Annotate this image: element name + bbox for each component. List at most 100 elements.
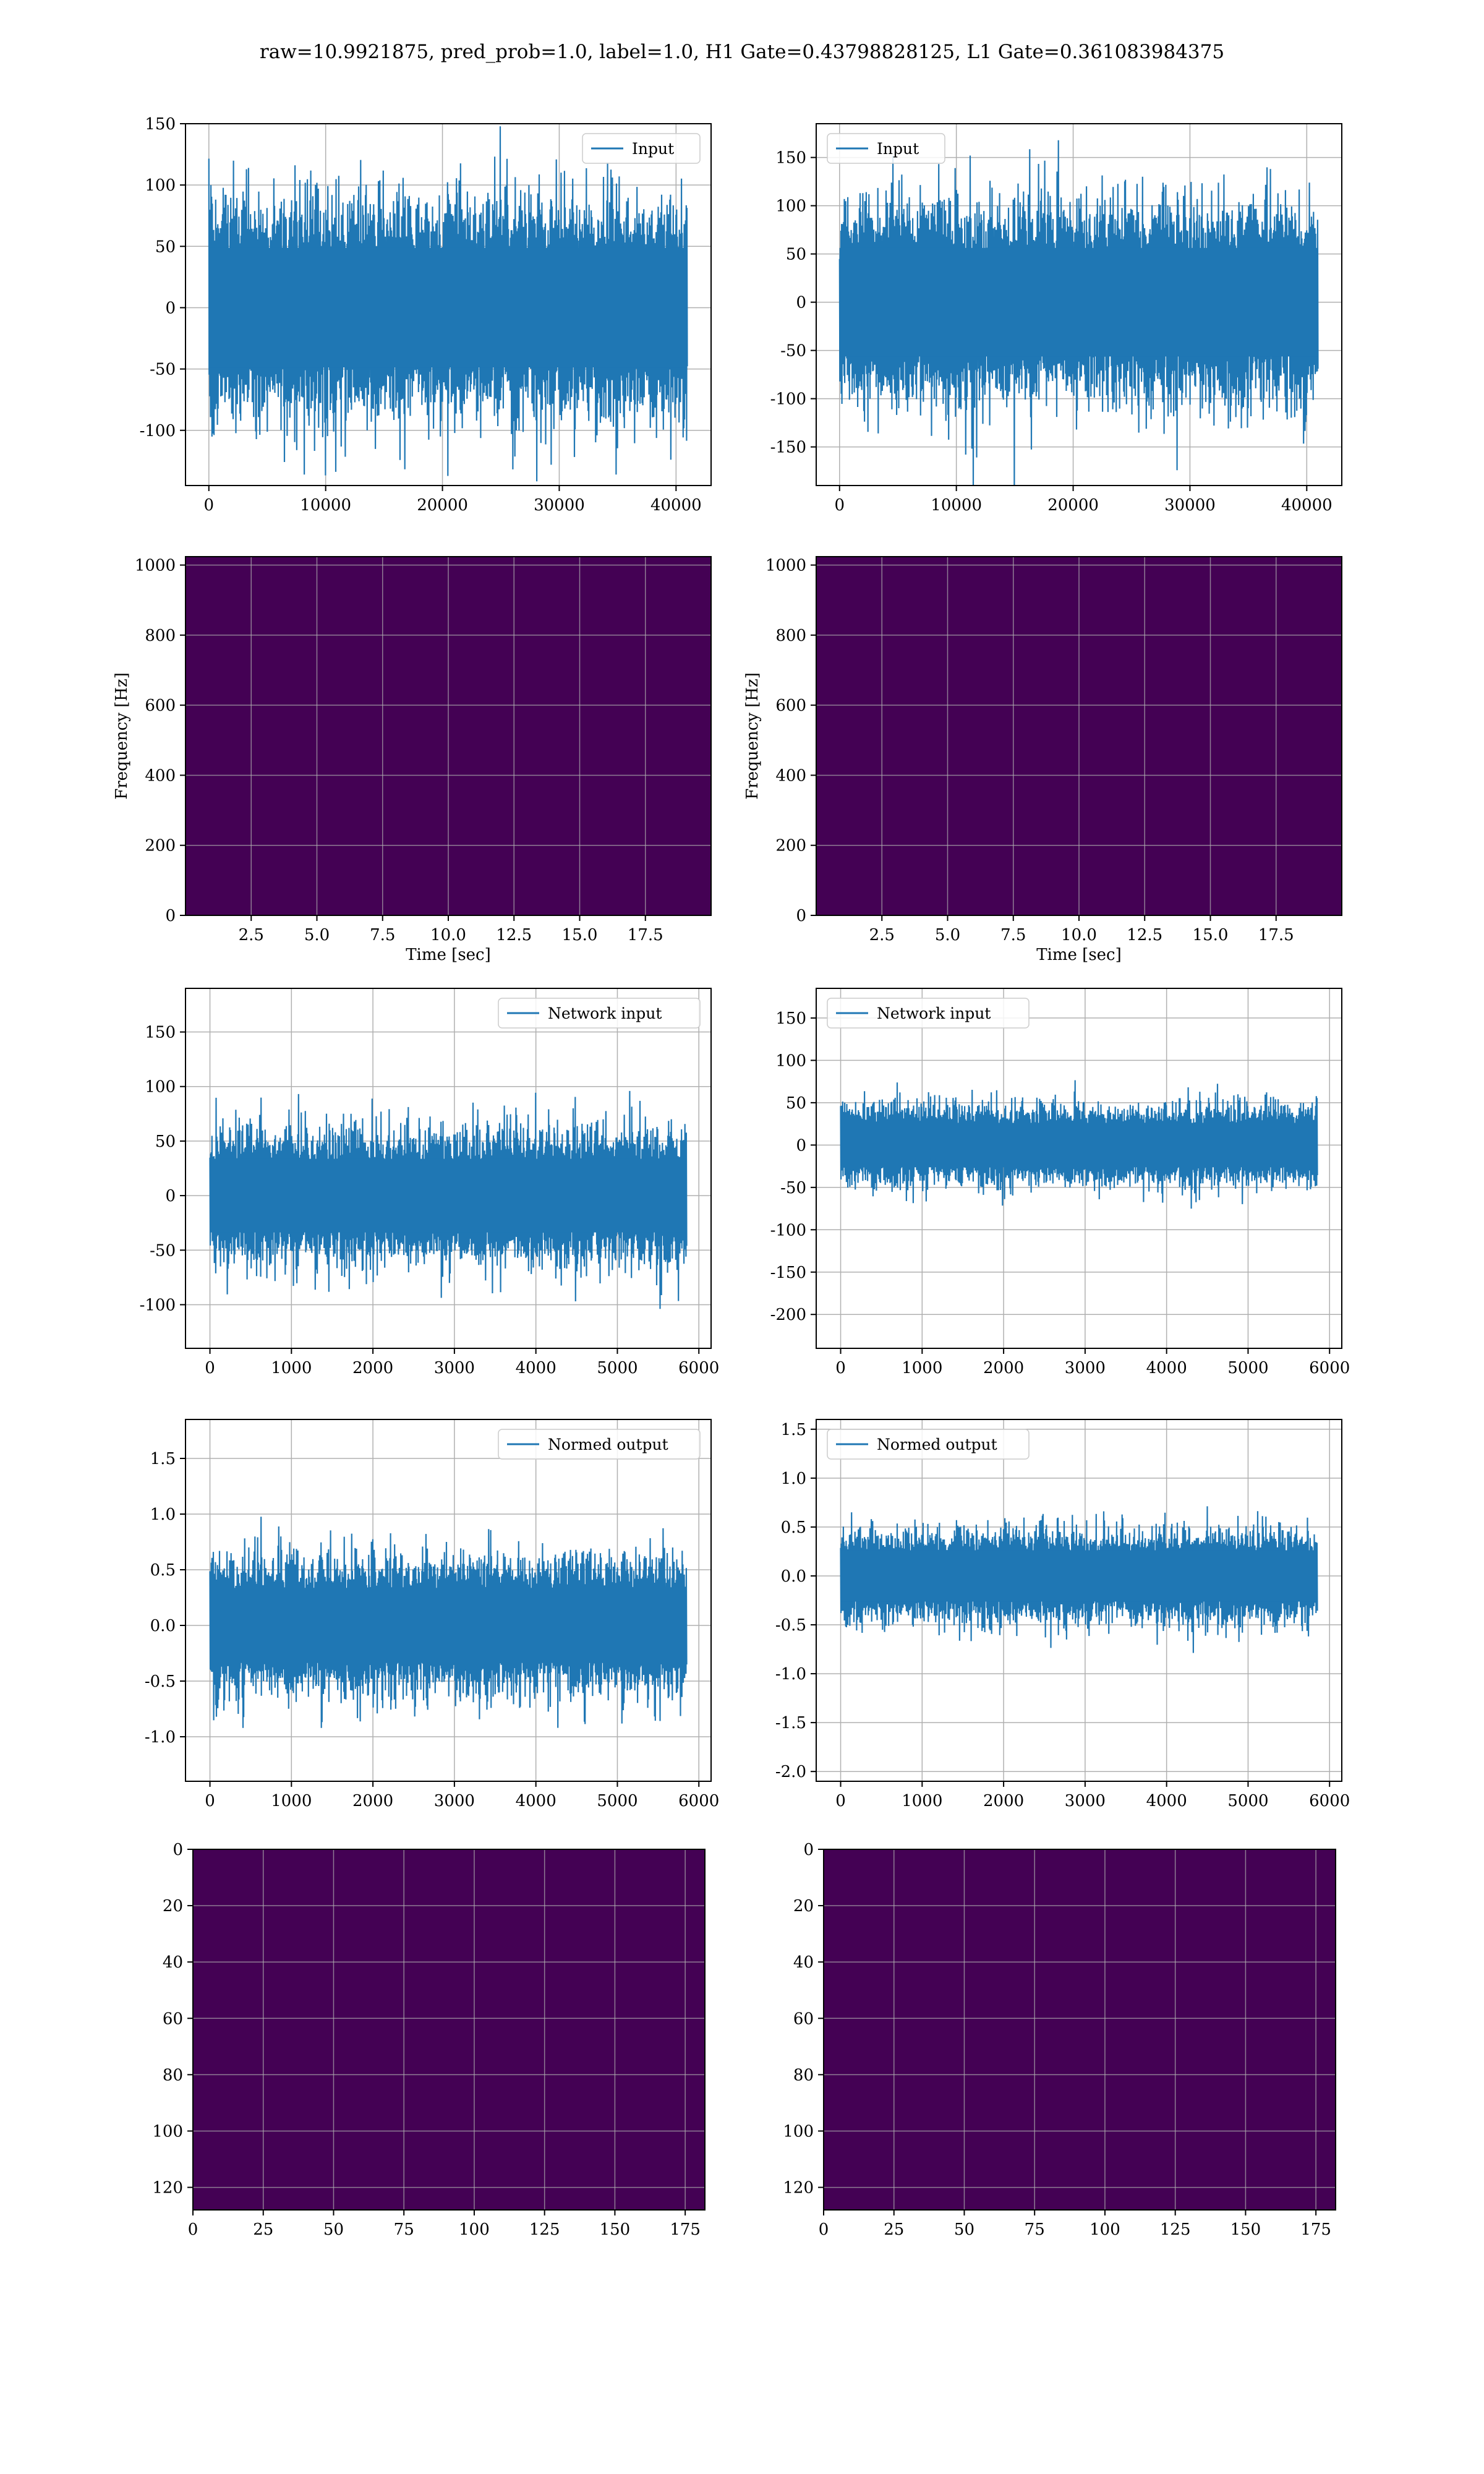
l1-input-ytick-label: 100 <box>775 197 806 216</box>
h1-input-xtick-label: 10000 <box>300 496 351 515</box>
h1-network-input-xtick-label: 4000 <box>516 1359 556 1377</box>
l1-network-input-legend-label: Network input <box>877 1004 991 1022</box>
l1-input-chart: Input 0 10000 20000 30000 40000 -150 -100 -50 0 50… <box>770 123 1342 515</box>
l1-input-legend: Input <box>827 133 945 164</box>
l1-normed-output-ytick-label: 0.5 <box>781 1518 806 1537</box>
h1-network-input-series-band <box>210 1158 687 1233</box>
l1-spectrogram-ytick-label: 800 <box>775 627 806 645</box>
l1-network-input-xtick-label: 6000 <box>1309 1359 1350 1377</box>
l1-network-input-axes-frame <box>816 988 1342 1349</box>
h1-spectrogram-xtick-label: 5.0 <box>304 926 330 944</box>
h1-spectrogram-xtick-label: 17.5 <box>628 926 663 944</box>
l1-network-input-grid <box>816 988 1342 1348</box>
h1-normed-output-ytick-label: 1.5 <box>150 1450 176 1468</box>
l1-spectrogram-ytick-label: 1000 <box>765 557 806 575</box>
l1-normed-output-xtick-label: 0 <box>835 1792 846 1810</box>
l1-normed-output-ytick-label: 1.5 <box>781 1421 806 1439</box>
l1-input-xtick-label: 30000 <box>1164 496 1216 515</box>
l1-input-xtick-label: 10000 <box>931 496 982 515</box>
h1-input-ytick-label: 150 <box>145 115 176 134</box>
h1-network-input-ytick-label: -50 <box>150 1241 176 1260</box>
l1-network-input-xtick-label: 4000 <box>1146 1359 1187 1377</box>
h1-normed-output-xtick-label: 0 <box>205 1792 215 1810</box>
h1-input-ytick-label: -50 <box>150 361 176 379</box>
l1-spectrogram-ytick-label: 400 <box>775 766 806 785</box>
l1-input-ytick-label: 150 <box>775 149 806 168</box>
h1-input-ytick-label: 100 <box>145 176 176 195</box>
h1-normed-output-xtick-label: 2000 <box>352 1792 393 1810</box>
l1-network-input-legend: Network input <box>827 998 1030 1029</box>
l1-normed-output-xtick-label: 2000 <box>983 1792 1024 1810</box>
h1-normed-output-xtick-label: 1000 <box>271 1792 312 1810</box>
h1-network-input-ytick-label: 100 <box>145 1078 176 1097</box>
l1-normed-output-chart: Normed output 0 1000 2000 3000 4000 5000 6000 -2… <box>775 1419 1350 1810</box>
l1-network-input-xtick-label: 3000 <box>1065 1359 1106 1377</box>
l1-spectrogram-xtick-label: 10.0 <box>1061 926 1097 944</box>
h1-normed-output-ytick-label: 0.0 <box>150 1617 176 1635</box>
l1-network-input-ytick-label: 0 <box>796 1136 806 1155</box>
l1-spectrogram-xtick-label: 2.5 <box>869 926 895 944</box>
l1-normed-output-ytick-label: 0.0 <box>781 1567 806 1586</box>
h1-input-legend-box <box>582 133 701 164</box>
h1-normed-output-ytick-label: -0.5 <box>145 1672 176 1691</box>
h1-spectrogram-ytick-label: 200 <box>145 837 176 855</box>
l1-input-xtick-label: 0 <box>835 496 845 515</box>
h1-spectrogram-xtick-label: 15.0 <box>562 926 598 944</box>
l1-spectrogram-xtick-label: 7.5 <box>1000 926 1026 944</box>
l1-network-input-ytick-label: -150 <box>770 1264 806 1282</box>
l1-normed-output-xtick-label: 1000 <box>902 1792 942 1810</box>
l1-input-xtick-label: 20000 <box>1047 496 1099 515</box>
h1-input-ytick-label: 50 <box>155 238 176 256</box>
h1-spectrogram-xtick-label: 10.0 <box>430 926 466 944</box>
l1-network-input-series-band <box>840 1123 1318 1168</box>
l1-normed-output-xtick-label: 3000 <box>1065 1792 1106 1810</box>
l1-network-input-ytick-label: -50 <box>780 1179 806 1197</box>
l1-spectrogram-ylabel: Frequency [Hz] <box>743 672 762 800</box>
l1-normed-output-xtick-label: 6000 <box>1309 1792 1350 1810</box>
h1-input-xtick-label: 30000 <box>534 496 585 515</box>
l1-input-ytick-label: -100 <box>770 390 806 409</box>
h1-network-input-legend-label: Network input <box>548 1004 662 1022</box>
l1-normed-output-ytick-label: -2.0 <box>775 1763 806 1781</box>
h1-network-input-ytick-label: -100 <box>140 1296 176 1314</box>
l1-input-legend-label: Input <box>877 140 919 158</box>
h1-normed-output-ytick-label: 0.5 <box>150 1561 176 1580</box>
h1-normed-output-chart: Normed output 0 1000 2000 3000 4000 5000 6000 -1… <box>145 1419 719 1810</box>
l1-normed-output-legend: Normed output <box>827 1429 1030 1460</box>
h1-input-xtick-label: 0 <box>204 496 215 515</box>
figure-title: raw=10.9921875, pred_prob=1.0, label=1.0… <box>259 41 1225 63</box>
h1-spectrogram-ytick-label: 1000 <box>135 557 176 575</box>
l1-network-input-xtick-label: 0 <box>835 1359 846 1377</box>
l1-input-series-band <box>839 247 1318 357</box>
h1-input-xtick-label: 20000 <box>417 496 468 515</box>
l1-spectrogram-xtick-label: 5.0 <box>935 926 960 944</box>
h1-network-input-xtick-label: 6000 <box>678 1359 719 1377</box>
h1-input-legend: Input <box>582 133 701 164</box>
l1-normed-output-legend-box <box>827 1429 1030 1460</box>
l1-normed-output-ytick-label: -0.5 <box>775 1616 806 1635</box>
l1-input-legend-box <box>827 133 945 164</box>
l1-network-input-xtick-label: 2000 <box>983 1359 1024 1377</box>
l1-normed-output-legend-label: Normed output <box>877 1436 997 1453</box>
l1-network-input-xtick-label: 5000 <box>1227 1359 1268 1377</box>
h1-spectrogram-xtick-label: 12.5 <box>496 926 532 944</box>
h1-normed-output-ytick-label: 1.0 <box>150 1505 176 1524</box>
h1-input-ytick-label: -100 <box>140 422 176 440</box>
h1-normed-output-xtick-label: 6000 <box>678 1792 719 1810</box>
l1-input-ytick-label: -150 <box>770 439 806 457</box>
h1-network-input-legend-box <box>498 998 701 1029</box>
l1-spectrogram-xtick-label: 17.5 <box>1258 926 1294 944</box>
l1-normed-output-series-band <box>840 1550 1318 1602</box>
h1-normed-output-xtick-label: 3000 <box>434 1792 475 1810</box>
l1-network-input-ytick-label: 50 <box>786 1094 806 1113</box>
l1-normed-output-axes-frame <box>816 1419 1342 1782</box>
l1-network-input-ytick-label: 100 <box>775 1051 806 1070</box>
l1-normed-output-ytick-label: -1.5 <box>775 1714 806 1732</box>
l1-spectrogram-xlabel: Time [sec] <box>1036 946 1122 964</box>
l1-normed-output-ytick-label: 1.0 <box>781 1470 806 1488</box>
l1-network-input-legend-box <box>827 998 1030 1029</box>
